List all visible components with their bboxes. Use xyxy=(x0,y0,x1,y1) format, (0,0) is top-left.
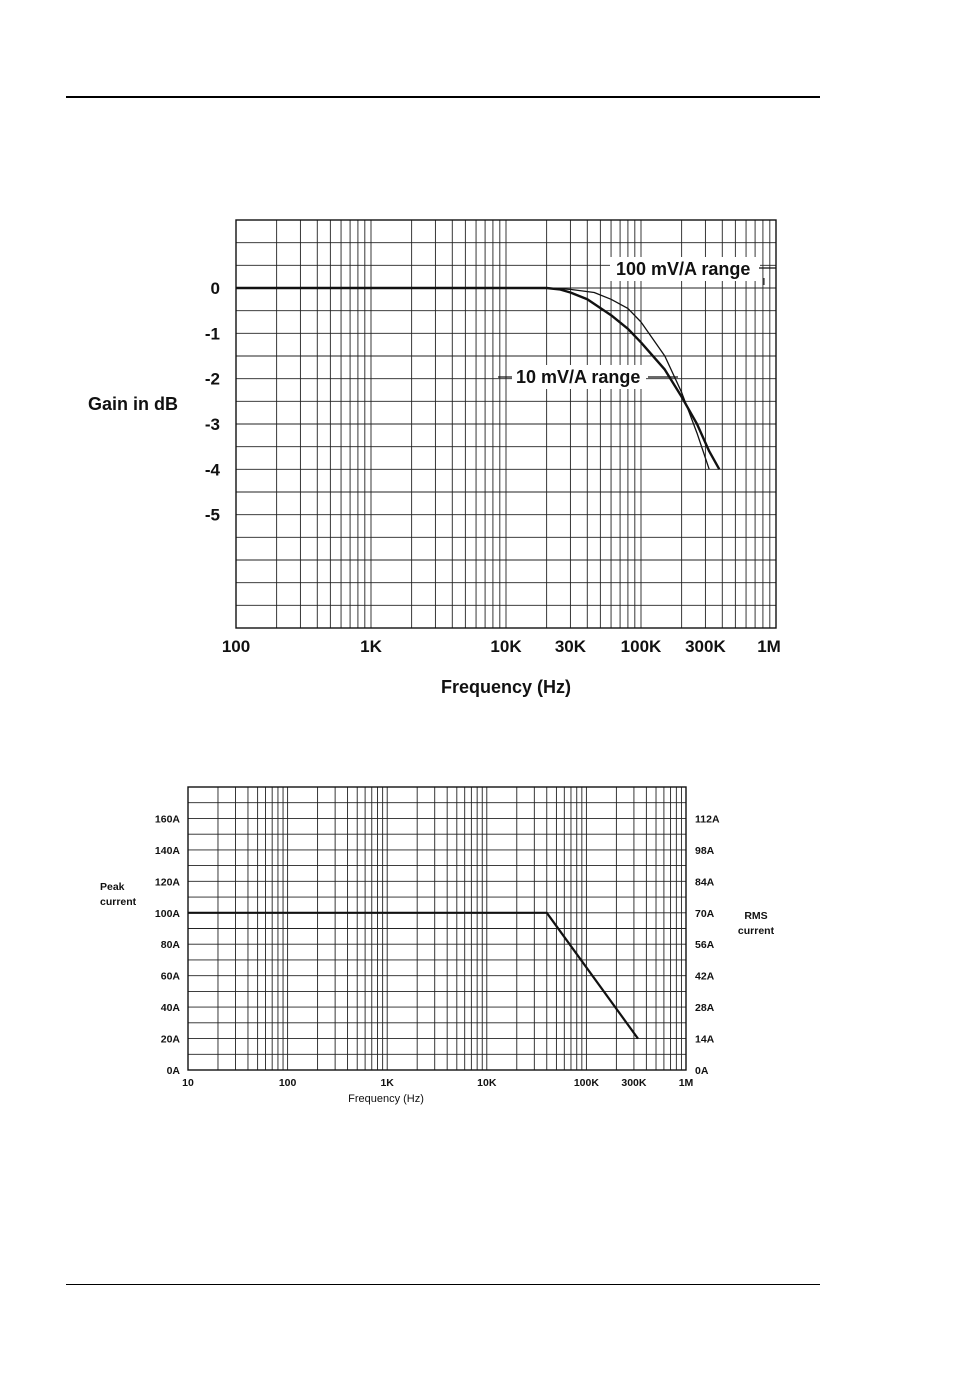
y-tick-label: 0 xyxy=(211,279,220,298)
plot-frame xyxy=(187,786,687,1071)
axis-title-line: current xyxy=(738,925,775,937)
x-tick-label: 1M xyxy=(757,637,781,656)
y-tick-label: 20A xyxy=(161,1034,181,1046)
series-line xyxy=(236,286,721,470)
y2-tick-label: 56A xyxy=(695,939,715,951)
x-tick-label: 30K xyxy=(555,637,587,656)
series-label-10mva: 10 mV/A range xyxy=(516,367,640,387)
plot-frame xyxy=(235,219,777,629)
y-tick-label: 160A xyxy=(155,813,181,825)
axis-title-line: RMS xyxy=(744,910,767,922)
y-tick-label: 120A xyxy=(155,876,181,888)
x-tick-label: 1M xyxy=(679,1077,694,1089)
y-tick-label: -4 xyxy=(205,460,221,479)
y2-axis-title: RMS current xyxy=(738,910,775,937)
y-tick-label: 140A xyxy=(155,845,181,857)
x-tick-label: 10K xyxy=(490,637,522,656)
axis-title-line: current xyxy=(100,896,137,908)
x-tick-label: 1K xyxy=(360,637,382,656)
y-tick-label: 60A xyxy=(161,971,181,983)
series-label-100mva: 100 mV/A range xyxy=(616,259,750,279)
x-axis-title: Frequency (Hz) xyxy=(441,677,571,697)
annotation-background xyxy=(610,257,760,281)
y-tick-label: 80A xyxy=(161,939,181,951)
x-tick-label: 10K xyxy=(477,1077,497,1089)
y-tick-label: -1 xyxy=(205,324,220,343)
series-line xyxy=(188,911,639,1040)
annotation-background xyxy=(512,365,646,389)
x-tick-label: 100K xyxy=(621,637,662,656)
x-tick-label: 300K xyxy=(685,637,726,656)
y-tick-label: -5 xyxy=(205,506,220,525)
y-axis-title: Peak current xyxy=(100,881,137,908)
x-tick-label: 300K xyxy=(621,1077,647,1089)
x-axis-title: Frequency (Hz) xyxy=(348,1093,424,1105)
y-tick-label: -3 xyxy=(205,415,220,434)
y2-tick-label: 70A xyxy=(695,908,715,920)
gain-chart: 100 1K 10K 30K 100K 300K 1M 0 -1 -2 -3 -4 -5 Frequenc… xyxy=(88,219,781,697)
x-tick-label: 100 xyxy=(222,637,250,656)
axis-title-line: Peak xyxy=(100,881,125,893)
y2-tick-label: 28A xyxy=(695,1002,715,1014)
y2-tick-label: 14A xyxy=(695,1034,715,1046)
y-tick-label: 40A xyxy=(161,1002,181,1014)
bottom-rule xyxy=(66,1284,820,1285)
y2-tick-label: 84A xyxy=(695,876,715,888)
y2-tick-label: 42A xyxy=(695,971,715,983)
y-tick-label: -2 xyxy=(205,370,220,389)
x-tick-label: 1K xyxy=(380,1077,394,1089)
y2-tick-label: 112A xyxy=(695,813,720,825)
y-tick-label: 100A xyxy=(155,908,181,920)
y-tick-label: 0A xyxy=(167,1065,181,1077)
x-tick-label: 100 xyxy=(279,1077,297,1089)
y-axis-title: Gain in dB xyxy=(88,394,178,414)
y2-tick-label: 0A xyxy=(695,1065,709,1077)
x-tick-label: 10 xyxy=(182,1077,194,1089)
top-rule xyxy=(66,96,820,98)
x-tick-label: 100K xyxy=(574,1077,600,1089)
current-chart: 10 100 1K 10K 100K 300K 1M0A20A40A60A80A100A12… xyxy=(100,786,775,1105)
y2-tick-label: 98A xyxy=(695,845,715,857)
